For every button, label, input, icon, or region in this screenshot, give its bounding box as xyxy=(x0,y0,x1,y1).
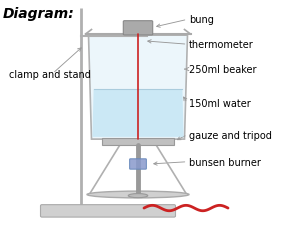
Text: Diagram:: Diagram: xyxy=(3,7,75,21)
Text: thermometer: thermometer xyxy=(189,40,254,50)
Text: clamp and stand: clamp and stand xyxy=(9,69,91,79)
Text: bunsen burner: bunsen burner xyxy=(189,157,261,167)
Text: gauze and tripod: gauze and tripod xyxy=(189,130,272,140)
FancyBboxPatch shape xyxy=(130,159,146,169)
FancyBboxPatch shape xyxy=(102,139,174,145)
Text: 150ml water: 150ml water xyxy=(189,99,251,108)
FancyBboxPatch shape xyxy=(123,22,153,36)
Ellipse shape xyxy=(128,194,148,198)
FancyBboxPatch shape xyxy=(40,205,176,217)
Text: bung: bung xyxy=(189,15,214,25)
Polygon shape xyxy=(92,90,184,137)
Polygon shape xyxy=(88,36,188,140)
Ellipse shape xyxy=(87,191,189,198)
Text: 250ml beaker: 250ml beaker xyxy=(189,65,256,75)
